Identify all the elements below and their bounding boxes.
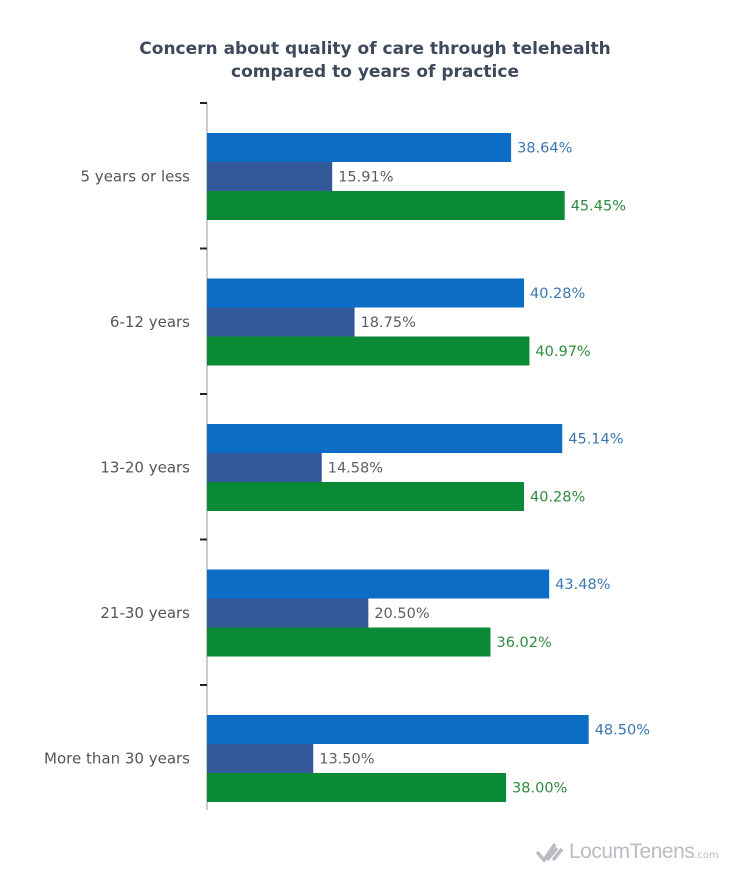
bar bbox=[207, 744, 314, 773]
data-label: 20.50% bbox=[374, 606, 429, 622]
bar bbox=[207, 336, 530, 366]
data-label: 40.28% bbox=[530, 286, 585, 302]
chart-title-line-1: Concern about quality of care through te… bbox=[139, 39, 611, 59]
data-label: 45.14% bbox=[568, 432, 623, 448]
data-label: 13.50% bbox=[319, 752, 374, 768]
chart-title-line-2: compared to years of practice bbox=[231, 62, 519, 82]
data-label: 18.75% bbox=[361, 315, 416, 331]
category-label: 13-20 years bbox=[100, 459, 190, 477]
bar bbox=[207, 569, 550, 599]
locumtenens-logo: LocumTenens .com bbox=[535, 840, 719, 864]
bar bbox=[207, 133, 512, 162]
chart-title: Concern about quality of care through te… bbox=[0, 38, 750, 84]
bar bbox=[207, 191, 565, 220]
bar bbox=[207, 453, 322, 482]
bar bbox=[207, 598, 369, 628]
data-label: 45.45% bbox=[571, 199, 626, 215]
data-label: 40.97% bbox=[535, 344, 590, 360]
logo-check-icon bbox=[535, 843, 564, 863]
data-label: 43.48% bbox=[555, 577, 610, 593]
data-label: 48.50% bbox=[595, 723, 650, 739]
data-label: 36.02% bbox=[496, 635, 551, 651]
bar bbox=[207, 307, 355, 337]
category-label: More than 30 years bbox=[44, 750, 190, 768]
data-label: 14.58% bbox=[328, 461, 383, 477]
logo-domain: .com bbox=[694, 849, 719, 861]
bar bbox=[207, 424, 563, 453]
data-label: 38.64% bbox=[517, 141, 572, 157]
bar bbox=[207, 278, 525, 308]
data-label: 15.91% bbox=[338, 170, 393, 186]
bar bbox=[207, 482, 525, 511]
bar bbox=[207, 773, 507, 802]
bar bbox=[207, 715, 589, 744]
bar bbox=[207, 162, 333, 191]
category-label: 6-12 years bbox=[110, 313, 190, 331]
logo-name: LocumTenens bbox=[569, 840, 695, 863]
bar bbox=[207, 627, 491, 657]
data-label: 40.28% bbox=[530, 490, 585, 506]
category-label: 21-30 years bbox=[100, 604, 190, 622]
bar-chart: 5 years or less 38.64% 15.91% 45.45% 6-12 ye… bbox=[44, 102, 650, 810]
data-label: 38.00% bbox=[512, 781, 567, 797]
category-label: 5 years or less bbox=[81, 168, 191, 186]
